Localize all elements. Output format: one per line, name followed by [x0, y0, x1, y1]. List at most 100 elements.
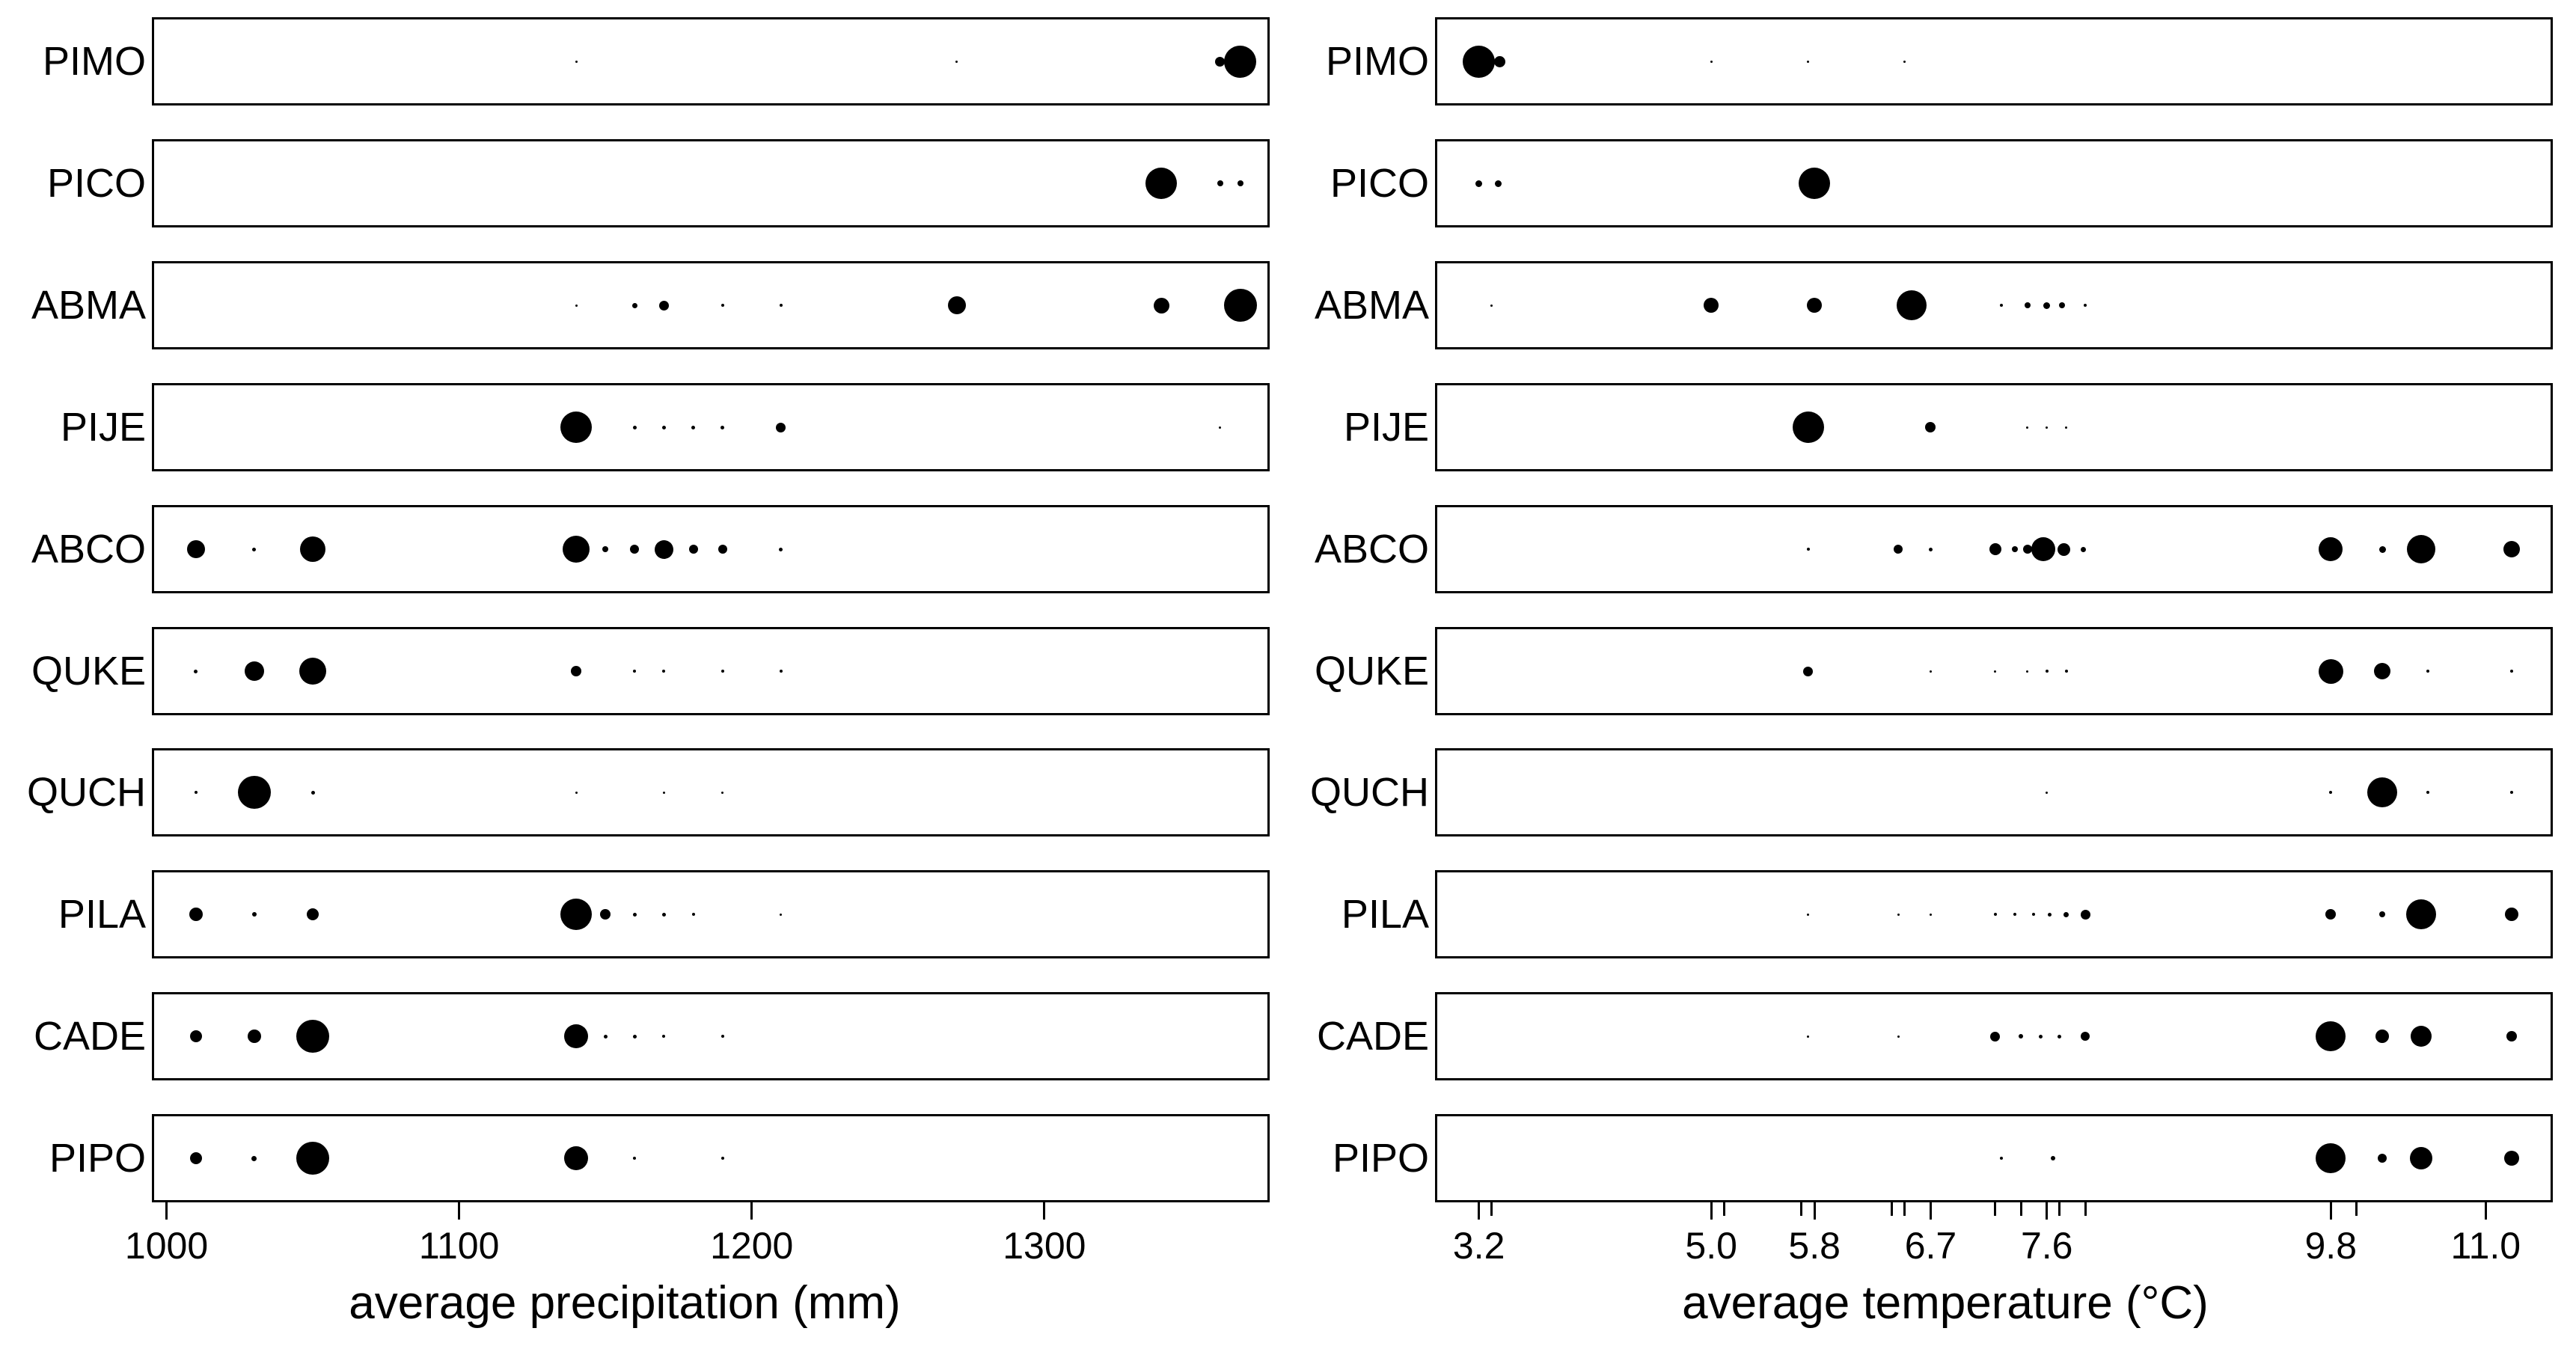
precipitation-panel-strip-pila: [152, 870, 1270, 958]
precipitation-panel-strip-pimo: [152, 17, 1270, 105]
data-dot-quke: [2064, 670, 2068, 673]
data-dot-pila: [632, 912, 637, 917]
x-axis-major-tick: [1813, 1202, 1816, 1220]
data-dot-abma: [2059, 302, 2066, 308]
data-dot-pimo: [955, 60, 958, 63]
data-dot-abco: [602, 546, 609, 552]
data-dot-cade: [2081, 1032, 2090, 1041]
x-axis-tick-label: 3.2: [1452, 1225, 1505, 1267]
data-dot-pije: [2065, 426, 2068, 429]
precipitation-panel-strip-cade: [152, 992, 1270, 1080]
species-label-abco: ABCO: [31, 527, 146, 572]
data-dot-abco: [718, 545, 727, 554]
precipitation-panel-strip-quke: [152, 627, 1270, 715]
data-dot-cade: [2316, 1021, 2346, 1051]
x-axis-tick-label: 5.8: [1788, 1225, 1841, 1267]
species-label-pila: PILA: [1341, 892, 1429, 937]
data-dot-abco: [630, 545, 640, 554]
data-dot-abco: [2407, 535, 2436, 563]
data-dot-cade: [564, 1024, 589, 1048]
data-dot-pije: [776, 422, 786, 432]
data-dot-abma: [2084, 304, 2087, 307]
data-dot-pila: [1897, 913, 1900, 916]
data-dot-pila: [251, 912, 257, 917]
data-dot-abco: [654, 539, 673, 559]
data-dot-pipo: [2503, 1151, 2519, 1166]
data-dot-abma: [1704, 298, 1719, 313]
data-dot-pije: [1792, 412, 1824, 443]
data-dot-pipo: [2051, 1156, 2056, 1160]
data-dot-quke: [2026, 670, 2029, 673]
precipitation-panel-strip-abco: [152, 505, 1270, 593]
data-dot-pila: [600, 909, 611, 920]
data-dot-pila: [189, 908, 203, 921]
data-dot-abma: [1896, 290, 1927, 320]
data-dot-pila: [661, 912, 666, 917]
temperature-panel-strip-pila: [1435, 870, 2553, 958]
data-dot-abma: [1807, 298, 1823, 313]
species-label-pila: PILA: [58, 892, 146, 937]
x-axis-tick-label: 6.7: [1904, 1225, 1957, 1267]
x-axis-minor-tick: [2355, 1202, 2358, 1216]
data-dot-abma: [658, 300, 669, 311]
x-axis-tick-label: 1300: [1003, 1225, 1086, 1267]
data-dot-pipo: [633, 1157, 637, 1160]
data-dot-cade: [2058, 1034, 2062, 1038]
x-axis-major-tick: [2484, 1202, 2487, 1220]
data-dot-quch: [2367, 777, 2398, 807]
data-dot-pico: [1495, 180, 1502, 187]
x-axis-minor-tick: [1490, 1202, 1493, 1216]
data-dot-pimo: [1463, 45, 1496, 78]
species-label-quke: QUKE: [1314, 649, 1429, 694]
temperature-panel-strip-abma: [1435, 261, 2553, 349]
data-dot-quch: [2509, 791, 2513, 794]
data-dot-abma: [631, 302, 637, 308]
precipitation-panel-strip-pipo: [152, 1114, 1270, 1202]
data-dot-quch: [575, 791, 578, 794]
data-dot-pipo: [2410, 1147, 2433, 1169]
x-axis-tick-label: 11.0: [2450, 1225, 2521, 1267]
x-axis-minor-tick: [1903, 1202, 1906, 1216]
data-dot-pico: [1237, 180, 1243, 186]
precipitation-panel-strip-quch: [152, 748, 1270, 836]
data-dot-abma: [1223, 289, 1257, 322]
temperature-axis-title: average temperature (°C): [1682, 1277, 2209, 1329]
data-dot-pila: [2013, 913, 2016, 916]
data-dot-cade: [2038, 1034, 2043, 1038]
x-axis-tick-label: 9.8: [2304, 1225, 2358, 1267]
data-dot-pila: [2063, 911, 2069, 917]
species-label-pije: PIJE: [1343, 405, 1429, 450]
data-dot-pico: [1475, 180, 1483, 187]
species-label-quke: QUKE: [31, 649, 146, 694]
data-dot-abco: [2080, 546, 2086, 552]
data-dot-pila: [780, 913, 783, 916]
data-dot-pije: [1219, 426, 1221, 429]
data-dot-pila: [1929, 913, 1932, 916]
x-axis-tick-label: 1000: [124, 1225, 209, 1267]
data-dot-abco: [2057, 542, 2070, 556]
data-dot-pije: [2026, 426, 2029, 429]
data-dot-quch: [662, 791, 665, 794]
data-dot-pila: [691, 913, 695, 916]
data-dot-quch: [2046, 791, 2049, 794]
temperature-panel-strip-pico: [1435, 139, 2553, 227]
data-dot-pila: [1807, 913, 1810, 916]
data-dot-abma: [947, 296, 966, 314]
precipitation-panel-strip-pije: [152, 383, 1270, 471]
data-dot-quke: [299, 658, 327, 685]
data-dot-abco: [2022, 545, 2032, 554]
data-dot-cade: [2019, 1034, 2024, 1038]
species-label-pipo: PIPO: [1332, 1136, 1429, 1181]
data-dot-pico: [1799, 168, 1831, 199]
x-axis-major-tick: [1043, 1202, 1046, 1220]
data-dot-cade: [603, 1034, 608, 1038]
data-dot-pije: [1925, 422, 1936, 432]
species-label-pimo: PIMO: [42, 39, 146, 84]
x-axis-tick-label: 1200: [710, 1225, 794, 1267]
data-dot-pico: [1217, 180, 1223, 186]
temperature-panel-strip-quke: [1435, 627, 2553, 715]
data-dot-pije: [661, 425, 666, 429]
temperature-panel-strip-quch: [1435, 748, 2553, 836]
data-dot-abma: [575, 304, 578, 307]
